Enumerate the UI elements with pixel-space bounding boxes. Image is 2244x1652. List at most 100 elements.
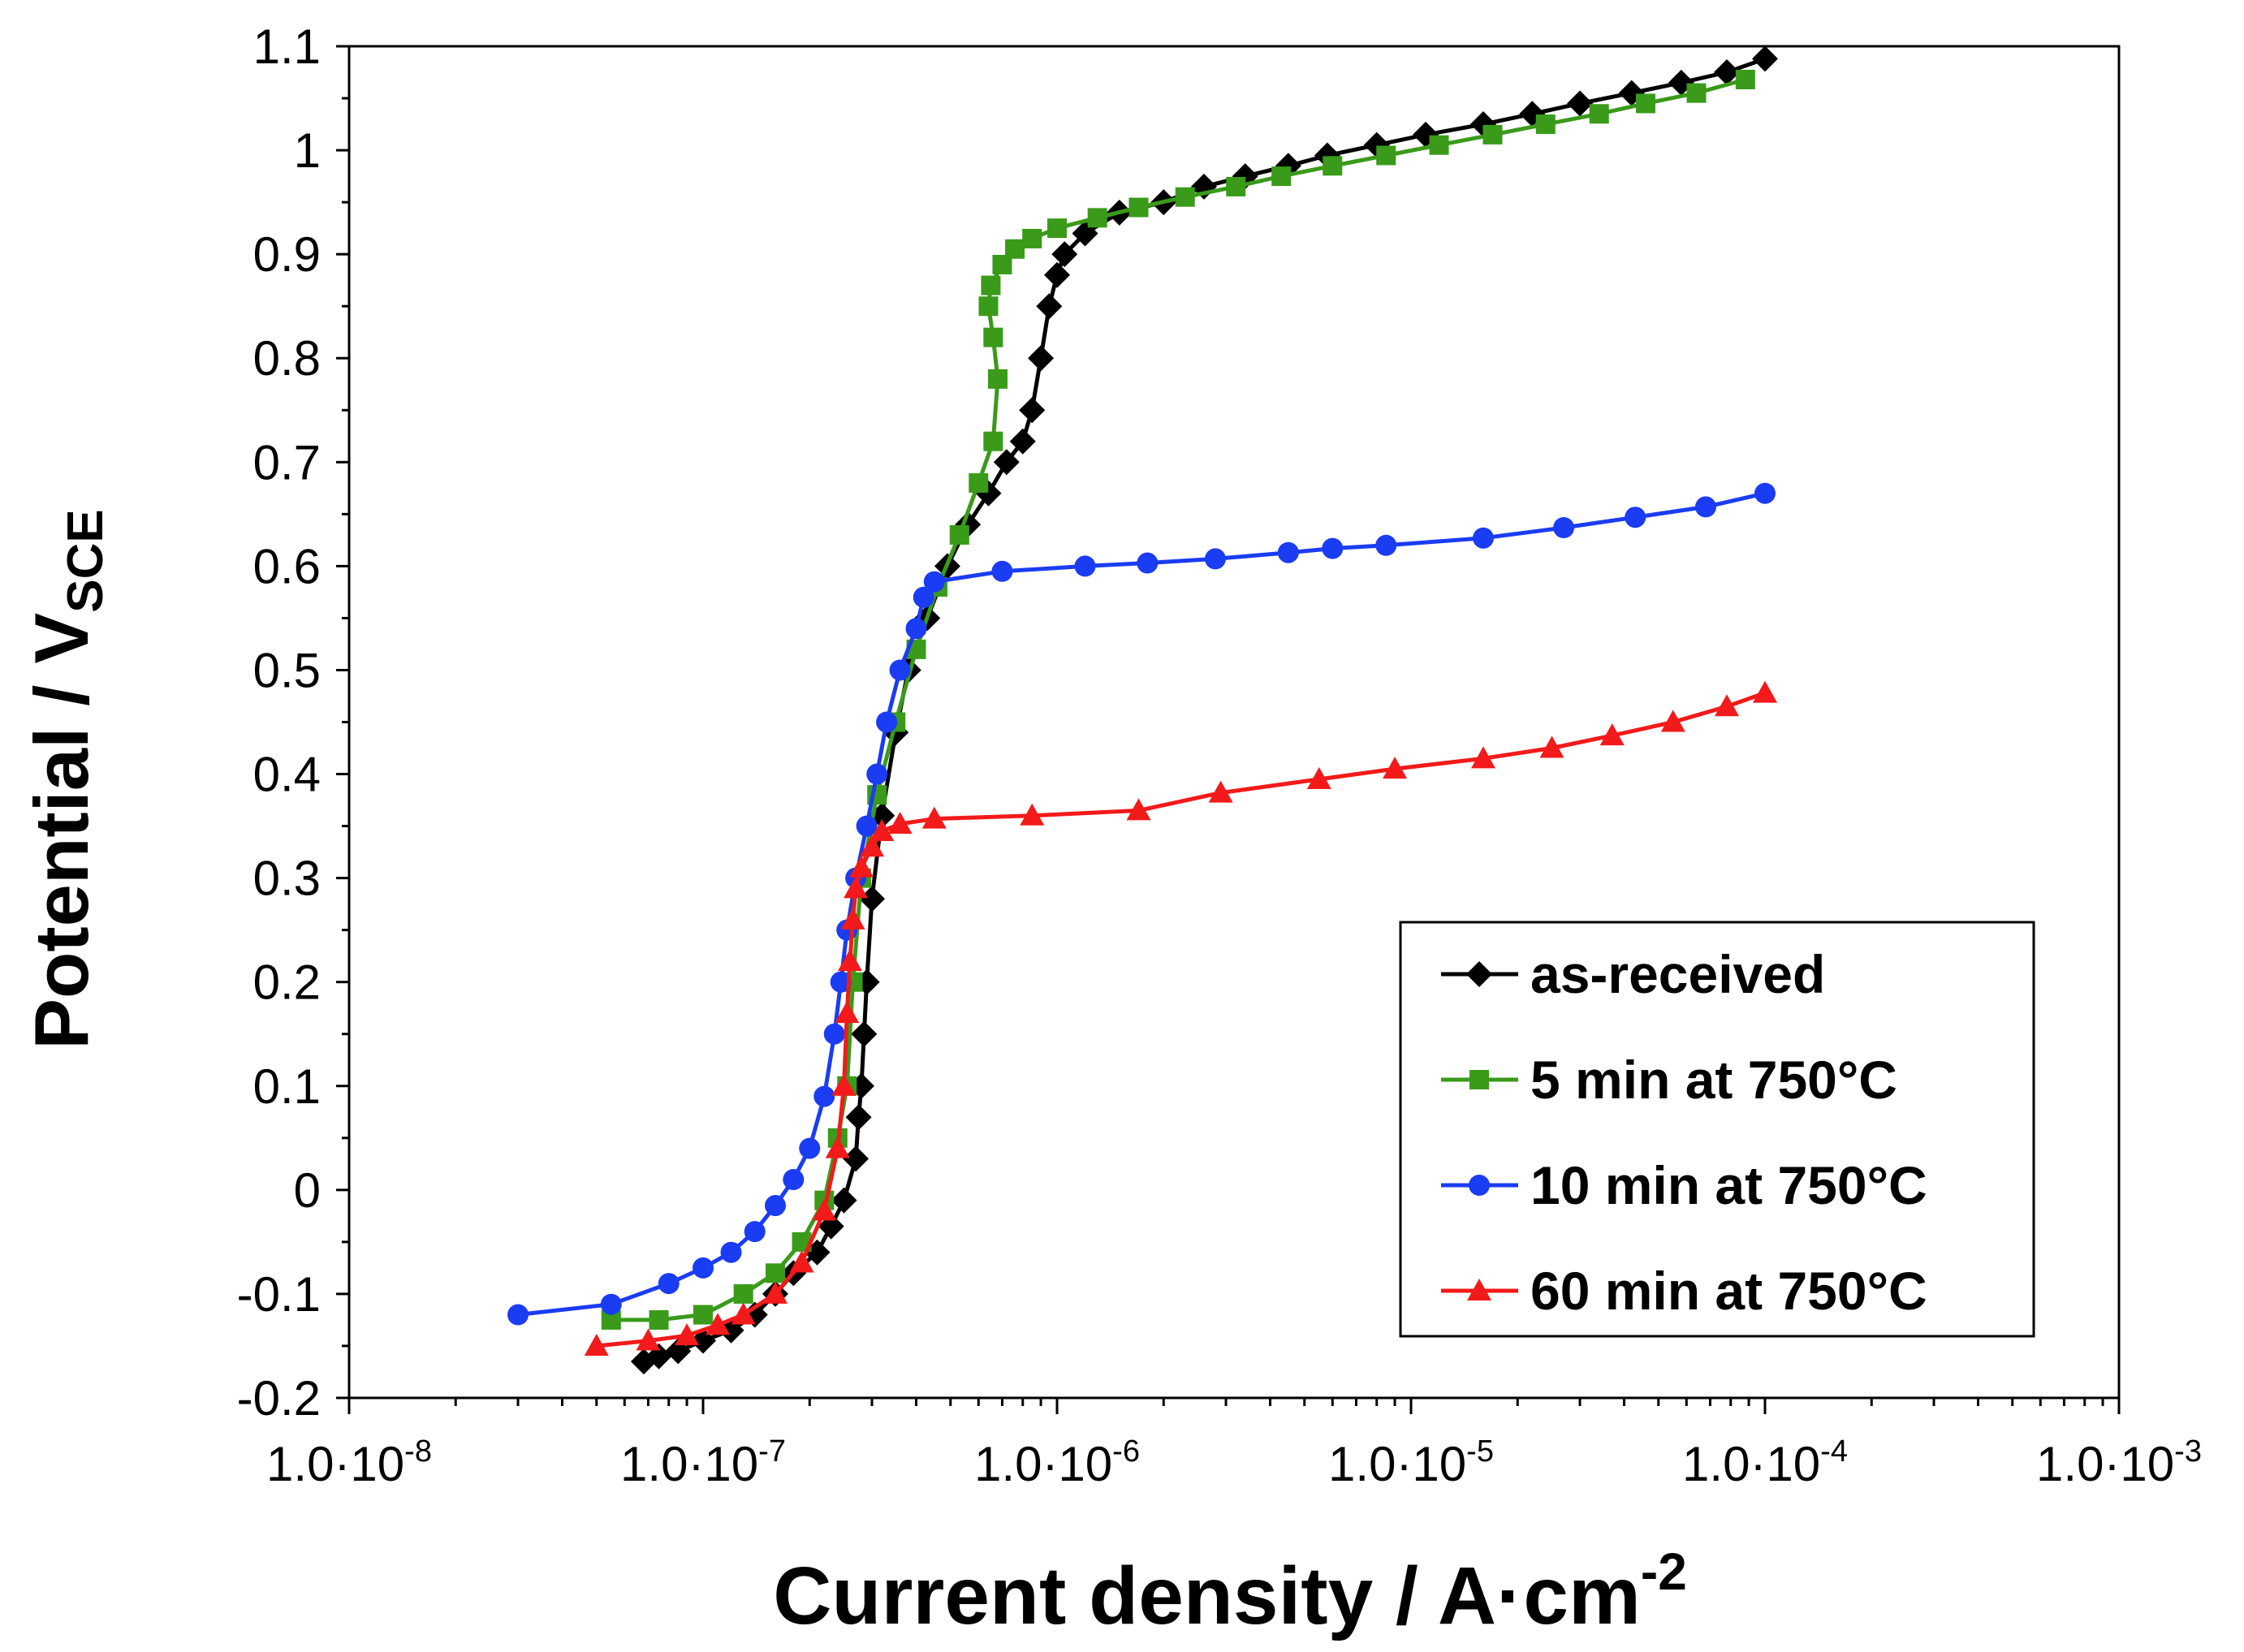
data-point-60-min-at-750-c xyxy=(1714,694,1739,717)
data-point-10-min-at-750-c xyxy=(889,659,911,681)
y-tick-label: 0.1 xyxy=(253,1059,321,1114)
data-point-60-min-at-750-c xyxy=(835,1001,860,1024)
data-point-as-received xyxy=(831,1187,857,1214)
data-point-as-received xyxy=(1044,261,1070,288)
data-point-as-received xyxy=(1028,345,1055,372)
data-point-10-min-at-750-c xyxy=(1277,541,1299,563)
data-point-5-min-at-750-c xyxy=(1735,69,1755,89)
data-point-60-min-at-750-c xyxy=(1753,680,1777,703)
data-point-60-min-at-750-c xyxy=(1470,746,1495,769)
data-point-60-min-at-750-c xyxy=(840,907,865,930)
data-point-10-min-at-750-c xyxy=(693,1257,714,1279)
data-point-as-received xyxy=(993,449,1020,476)
legend-item-10-min-at-750-c: 10 min at 750°C xyxy=(1441,1155,1927,1215)
y-tick-label: 0.7 xyxy=(253,435,321,490)
legend-label: 5 min at 750°C xyxy=(1530,1050,1897,1110)
data-point-as-received xyxy=(1752,45,1778,72)
data-point-10-min-at-750-c xyxy=(783,1169,805,1191)
data-point-5-min-at-750-c xyxy=(1376,145,1396,166)
y-tick-label: 0 xyxy=(294,1163,321,1218)
legend-swatch-marker xyxy=(1467,1279,1491,1300)
data-point-60-min-at-750-c xyxy=(1660,710,1685,732)
data-point-5-min-at-750-c xyxy=(969,472,989,493)
data-point-5-min-at-750-c xyxy=(1087,208,1107,228)
x-tick-label: 1.0·10-8 xyxy=(266,1434,432,1491)
data-point-5-min-at-750-c xyxy=(983,431,1003,451)
x-axis-title-superscript: -2 xyxy=(1641,1542,1687,1601)
data-point-10-min-at-750-c xyxy=(1472,527,1494,549)
series-line-5-min-at-750-c xyxy=(611,77,1746,1322)
data-point-as-received xyxy=(1567,90,1594,117)
legend-label: as-received xyxy=(1530,944,1825,1004)
data-point-5-min-at-750-c xyxy=(649,1309,669,1330)
x-tick-label: 1.0·10-5 xyxy=(1328,1434,1494,1491)
data-point-10-min-at-750-c xyxy=(830,971,852,993)
data-point-10-min-at-750-c xyxy=(764,1195,786,1217)
data-point-5-min-at-750-c xyxy=(1128,197,1149,218)
x-tick-label-base: 1.0·10 xyxy=(620,1437,758,1491)
data-point-60-min-at-750-c xyxy=(675,1323,700,1346)
data-point-10-min-at-750-c xyxy=(600,1293,622,1315)
data-point-10-min-at-750-c xyxy=(905,618,927,640)
legend-box xyxy=(1399,921,2035,1338)
data-point-5-min-at-750-c xyxy=(1535,114,1556,135)
x-axis-title: Current density / A·cm-2 xyxy=(773,1542,1687,1641)
data-point-5-min-at-750-c xyxy=(1047,218,1067,239)
data-point-10-min-at-750-c xyxy=(1137,552,1159,574)
data-point-5-min-at-750-c xyxy=(765,1263,785,1283)
data-point-5-min-at-750-c xyxy=(1482,124,1503,144)
x-tick-label-exponent: -4 xyxy=(1820,1434,1848,1469)
data-point-10-min-at-750-c xyxy=(1625,507,1646,528)
data-point-5-min-at-750-c xyxy=(1323,156,1343,176)
x-tick-label-base: 1.0·10 xyxy=(1328,1437,1466,1491)
series-10-min-at-750-c xyxy=(507,482,1776,1326)
data-point-10-min-at-750-c xyxy=(856,815,878,837)
x-tick-label: 1.0·10-4 xyxy=(1682,1434,1848,1491)
data-point-5-min-at-750-c xyxy=(1589,104,1609,124)
data-point-10-min-at-750-c xyxy=(1204,548,1226,570)
data-point-10-min-at-750-c xyxy=(991,560,1013,582)
data-point-5-min-at-750-c xyxy=(733,1283,753,1304)
data-point-10-min-at-750-c xyxy=(823,1023,845,1045)
legend-item-60-min-at-750-c: 60 min at 750°C xyxy=(1441,1261,1927,1321)
data-point-10-min-at-750-c xyxy=(720,1241,742,1263)
legend: as-received 5 min at 750°C 10 min at 750°C… xyxy=(1399,921,2035,1338)
data-point-as-received xyxy=(1019,397,1046,424)
data-point-10-min-at-750-c xyxy=(658,1273,680,1295)
data-point-5-min-at-750-c xyxy=(949,524,969,545)
y-tick-label: 0.8 xyxy=(253,331,321,386)
data-point-60-min-at-750-c xyxy=(1126,798,1151,821)
data-point-60-min-at-750-c xyxy=(831,1073,857,1096)
x-tick-label-base: 1.0·10 xyxy=(1682,1437,1820,1491)
data-point-5-min-at-750-c xyxy=(1271,166,1292,187)
data-point-10-min-at-750-c xyxy=(744,1221,766,1243)
y-tick-label: -0.2 xyxy=(237,1371,321,1426)
legend-item-5-min-at-750-c: 5 min at 750°C xyxy=(1441,1050,1897,1110)
y-tick-label: 0.2 xyxy=(253,955,321,1010)
x-tick-label-base: 1.0·10 xyxy=(266,1437,404,1491)
data-point-as-received xyxy=(1051,241,1078,268)
data-point-60-min-at-750-c xyxy=(825,1136,850,1158)
data-point-60-min-at-750-c xyxy=(584,1333,609,1356)
data-point-60-min-at-750-c xyxy=(1020,803,1045,826)
data-point-5-min-at-750-c xyxy=(978,296,999,317)
data-point-as-received xyxy=(843,1145,870,1172)
data-point-60-min-at-750-c xyxy=(1208,780,1233,803)
data-point-as-received xyxy=(1036,293,1063,320)
data-point-60-min-at-750-c xyxy=(762,1281,788,1304)
x-tick-label-exponent: -3 xyxy=(2174,1434,2202,1469)
data-point-10-min-at-750-c xyxy=(1322,537,1344,559)
legend-label: 10 min at 750°C xyxy=(1530,1155,1927,1215)
data-point-60-min-at-750-c xyxy=(887,812,913,835)
y-tick-label: 0.6 xyxy=(253,539,321,593)
data-point-5-min-at-750-c xyxy=(981,275,1001,295)
data-point-60-min-at-750-c xyxy=(837,949,862,972)
data-point-5-min-at-750-c xyxy=(1635,93,1655,114)
data-point-10-min-at-750-c xyxy=(813,1085,835,1107)
data-point-5-min-at-750-c xyxy=(1175,187,1195,207)
data-point-5-min-at-750-c xyxy=(987,369,1008,389)
data-point-60-min-at-750-c xyxy=(848,855,874,878)
data-point-5-min-at-750-c xyxy=(983,327,1003,347)
